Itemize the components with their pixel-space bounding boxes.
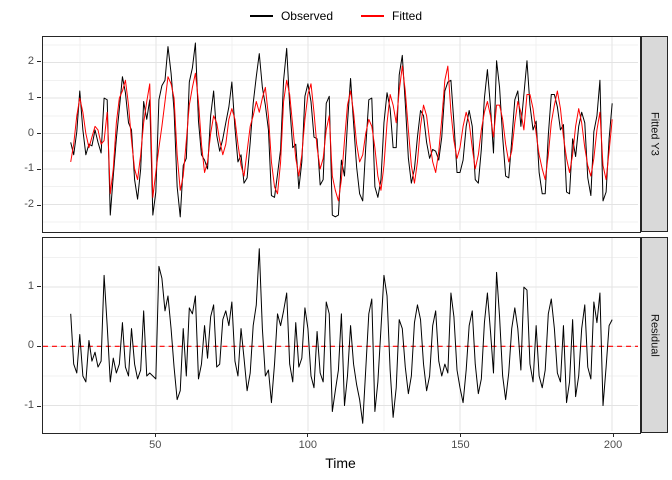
x-axis-title: Time bbox=[325, 455, 356, 471]
x-tick-mark bbox=[307, 433, 309, 437]
facet-strip-fitted-y3: Fitted Y3 bbox=[641, 36, 668, 232]
fitted-line-icon bbox=[361, 15, 384, 17]
series-residual bbox=[70, 248, 613, 424]
panel-fitted-y3 bbox=[42, 36, 641, 233]
y-tick-label: 1 bbox=[27, 279, 34, 292]
x-tick-label: 200 bbox=[603, 439, 623, 451]
legend-item-observed: Observed bbox=[249, 9, 333, 23]
observed-line-icon bbox=[249, 15, 273, 17]
legend-label-observed: Observed bbox=[280, 9, 333, 23]
y-tick-mark bbox=[37, 204, 41, 206]
y-tick-mark bbox=[37, 97, 41, 99]
x-tick-mark bbox=[154, 433, 156, 437]
y-tick-mark bbox=[37, 345, 41, 347]
series-fitted bbox=[70, 65, 613, 202]
residual-plot bbox=[43, 238, 638, 431]
x-tick-mark bbox=[612, 433, 614, 437]
y-tick-label: 2 bbox=[27, 54, 34, 67]
y-tick-mark bbox=[37, 133, 41, 134]
legend-item-fitted: Fitted bbox=[361, 9, 422, 23]
legend-label-fitted: Fitted bbox=[392, 9, 423, 23]
facet-strip-label: Residual bbox=[648, 313, 661, 357]
x-tick-label: 150 bbox=[451, 439, 470, 451]
y-tick-label: -1 bbox=[24, 162, 34, 175]
facet-strip-residual: Residual bbox=[641, 237, 668, 433]
y-tick-label: -1 bbox=[24, 399, 34, 412]
y-tick-label: 0 bbox=[27, 126, 34, 139]
x-tick-label: 100 bbox=[298, 439, 317, 451]
series-observed bbox=[70, 42, 613, 218]
legend: Observed Fitted bbox=[0, 9, 672, 23]
x-tick-label: 50 bbox=[149, 439, 162, 451]
y-tick-label: 1 bbox=[27, 90, 34, 103]
panel-residual bbox=[42, 237, 641, 434]
fitted-y3-plot bbox=[43, 37, 638, 230]
y-tick-mark bbox=[37, 286, 41, 288]
y-tick-label: -2 bbox=[24, 198, 34, 211]
y-tick-mark bbox=[37, 168, 41, 170]
facet-strip-label: Fitted Y3 bbox=[648, 112, 661, 156]
y-tick-mark bbox=[37, 61, 41, 63]
y-tick-label: 0 bbox=[27, 339, 34, 352]
y-tick-mark bbox=[37, 405, 41, 407]
x-tick-mark bbox=[459, 433, 461, 437]
